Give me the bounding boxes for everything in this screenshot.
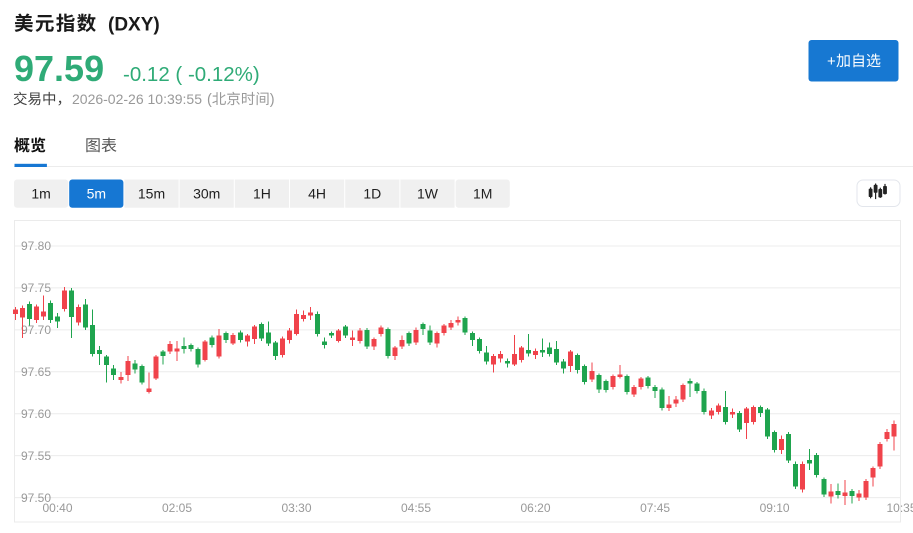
svg-text:04:55: 04:55 <box>401 501 431 515</box>
svg-text:1D: 1D <box>363 186 381 202</box>
svg-text:-0.12 ( -0.12%): -0.12 ( -0.12%) <box>123 63 260 86</box>
svg-text:97.59: 97.59 <box>14 48 104 89</box>
svg-text:15m: 15m <box>138 186 165 202</box>
svg-text:(: ( <box>207 92 212 108</box>
svg-text:10:35: 10:35 <box>886 501 913 515</box>
svg-text:4H: 4H <box>308 186 326 202</box>
svg-text:97.70: 97.70 <box>21 323 51 337</box>
svg-text:1W: 1W <box>417 186 439 202</box>
svg-text:97.80: 97.80 <box>21 239 51 253</box>
svg-text:00:40: 00:40 <box>42 501 72 515</box>
svg-text:(DXY): (DXY) <box>108 14 160 35</box>
svg-text:02:05: 02:05 <box>162 501 192 515</box>
svg-text:97.60: 97.60 <box>21 407 51 421</box>
svg-text:+: + <box>827 53 836 70</box>
svg-text:97.55: 97.55 <box>21 449 51 463</box>
svg-text:03:30: 03:30 <box>281 501 311 515</box>
svg-text:97.50: 97.50 <box>21 491 51 505</box>
svg-text:5m: 5m <box>87 186 106 202</box>
svg-text:09:10: 09:10 <box>760 501 790 515</box>
svg-text:1H: 1H <box>253 186 271 202</box>
svg-text:97.75: 97.75 <box>21 281 51 295</box>
svg-text:1m: 1m <box>31 186 50 202</box>
svg-text:06:20: 06:20 <box>520 501 550 515</box>
svg-text:30m: 30m <box>193 186 220 202</box>
svg-text:1M: 1M <box>473 186 492 202</box>
svg-text:97.65: 97.65 <box>21 365 51 379</box>
svg-text:07:45: 07:45 <box>640 501 670 515</box>
svg-text:): ) <box>270 92 275 108</box>
svg-text:2026-02-26 10:39:55: 2026-02-26 10:39:55 <box>72 91 202 107</box>
